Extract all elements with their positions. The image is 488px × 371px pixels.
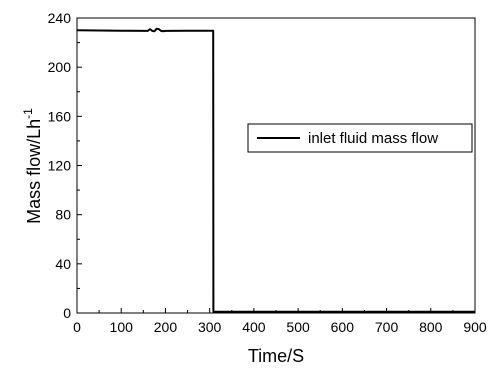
x-axis-title: Time/S xyxy=(248,346,304,366)
x-tick-label-200: 200 xyxy=(154,319,178,335)
series-line-0 xyxy=(76,27,475,313)
legend-label-inlet-fluid-mass-flow: inlet fluid mass flow xyxy=(308,130,438,147)
legend: inlet fluid mass flow xyxy=(247,123,473,153)
x-tick-label-100: 100 xyxy=(110,319,134,335)
y-tick-label-0: 0 xyxy=(63,305,71,321)
x-tick-label-400: 400 xyxy=(242,319,266,335)
y-tick-label-160: 160 xyxy=(48,108,72,124)
y-tick-label-200: 200 xyxy=(48,59,72,75)
x-tick-label-800: 800 xyxy=(419,319,443,335)
series-layer xyxy=(76,27,475,313)
y-tick-label-120: 120 xyxy=(48,158,72,174)
plot-frame xyxy=(76,17,476,314)
y-tick-label-80: 80 xyxy=(55,207,71,223)
y-axis-title-main: Mass flow/Lh xyxy=(24,119,44,224)
x-tick-label-0: 0 xyxy=(73,319,81,335)
y-axis-ticks: 0 40 80 120 160 200 240 xyxy=(48,10,82,321)
x-tick-label-700: 700 xyxy=(375,319,399,335)
x-tick-label-600: 600 xyxy=(331,319,355,335)
y-tick-label-240: 240 xyxy=(48,10,72,26)
y-tick-label-40: 40 xyxy=(55,256,71,272)
plot-area xyxy=(76,17,476,314)
x-tick-label-300: 300 xyxy=(198,319,222,335)
y-axis-title-superscript: -1 xyxy=(21,108,35,119)
x-tick-label-900: 900 xyxy=(463,319,487,335)
x-tick-label-500: 500 xyxy=(286,319,310,335)
y-axis-title: Mass flow/Lh-1 xyxy=(21,108,44,224)
